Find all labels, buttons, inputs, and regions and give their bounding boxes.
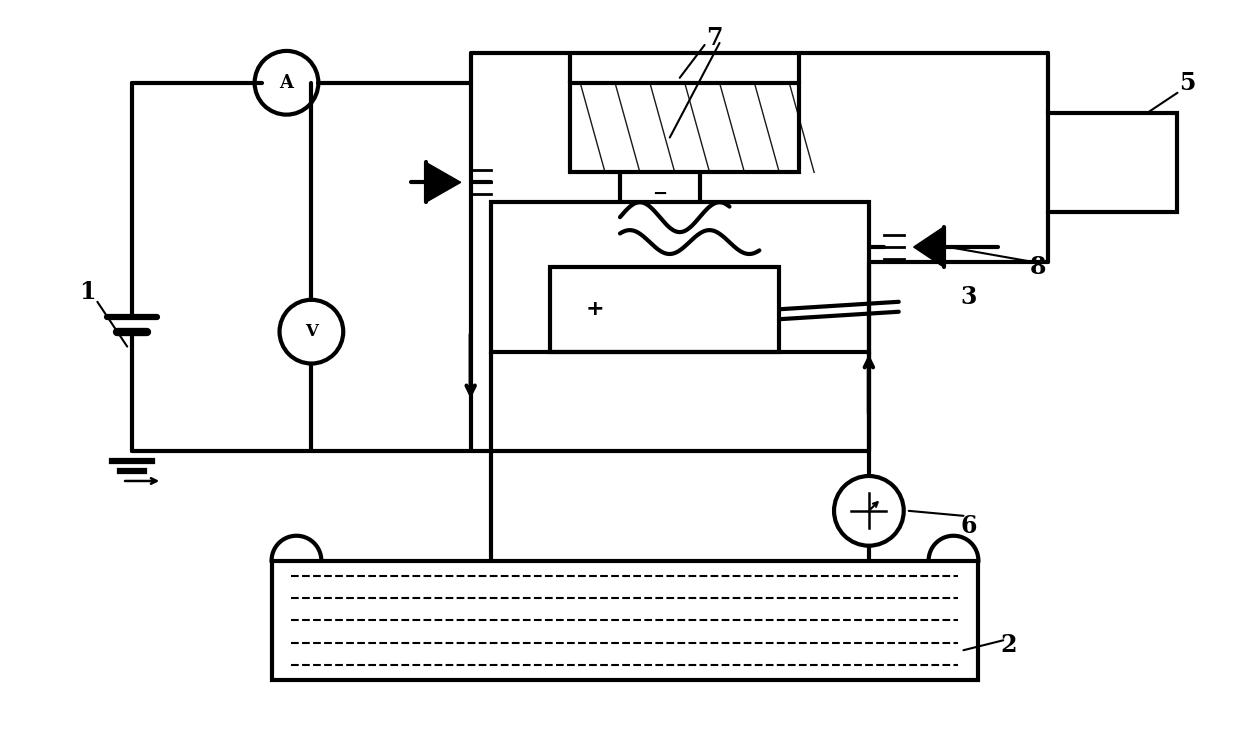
- Text: 2: 2: [999, 633, 1017, 658]
- Text: −: −: [652, 185, 667, 203]
- Bar: [551, 267, 779, 352]
- Text: 3: 3: [960, 285, 977, 309]
- Bar: [272, 561, 978, 680]
- Text: 5: 5: [1179, 71, 1195, 95]
- Bar: [1048, 113, 1178, 212]
- Text: 7: 7: [707, 26, 723, 50]
- Text: 1: 1: [79, 280, 95, 304]
- Bar: [570, 83, 800, 172]
- Text: A: A: [279, 74, 294, 92]
- Text: +: +: [585, 299, 604, 320]
- Polygon shape: [425, 163, 461, 202]
- Polygon shape: [914, 227, 944, 267]
- Bar: [491, 202, 869, 352]
- Text: 6: 6: [960, 514, 977, 538]
- Text: 8: 8: [1030, 255, 1047, 279]
- Text: V: V: [305, 323, 317, 340]
